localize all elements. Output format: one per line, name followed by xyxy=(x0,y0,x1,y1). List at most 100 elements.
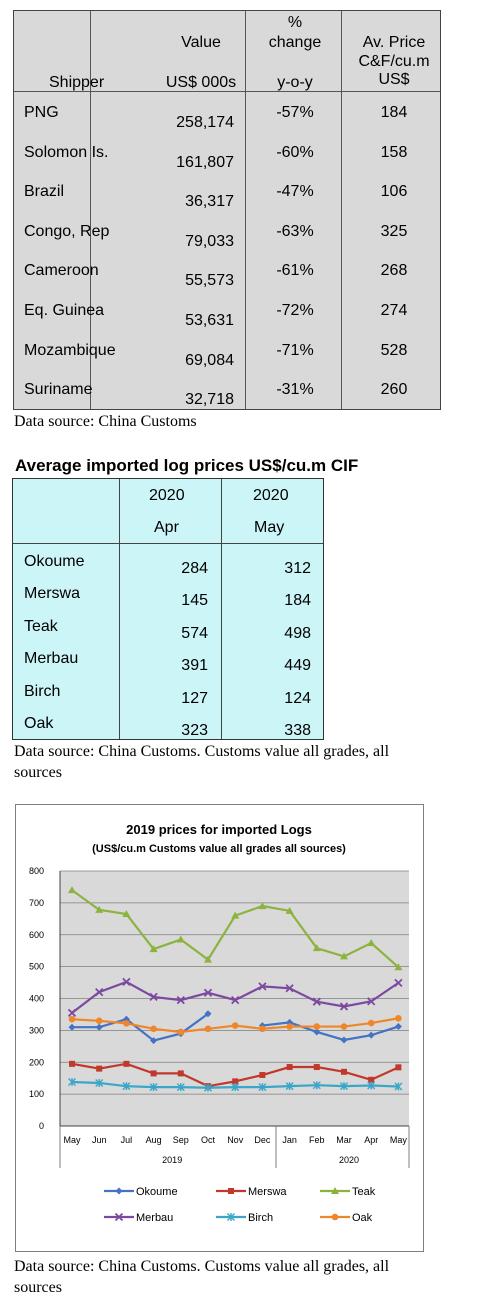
price-apr: 127 xyxy=(181,689,208,707)
x-tick-label: Sep xyxy=(173,1135,189,1145)
data-point-teak xyxy=(204,955,212,963)
data-point-oak xyxy=(95,1017,103,1025)
data-point-oak xyxy=(68,1015,76,1023)
x-tick-label: Nov xyxy=(227,1135,244,1145)
shipper-value: 55,573 xyxy=(185,272,234,290)
table2-title: Average imported log prices US$/cu.m CIF xyxy=(15,456,359,475)
chart-source: Data source: China Customs. Customs valu… xyxy=(14,1258,390,1275)
data-point-birch xyxy=(176,1083,185,1092)
shipper-change: -72% xyxy=(276,302,314,319)
data-point-merbau xyxy=(176,995,185,1005)
shipper-change: -61% xyxy=(276,262,314,280)
species-name: Okoume xyxy=(24,553,85,570)
table-divider xyxy=(14,91,440,92)
data-point-birch xyxy=(340,1082,348,1091)
price-may: 449 xyxy=(284,657,311,675)
data-point-merswa xyxy=(177,1070,184,1077)
data-point-teak xyxy=(68,886,76,894)
data-point-merswa xyxy=(286,1064,293,1071)
shipper-name: Brazil xyxy=(24,183,65,201)
data-point-merbau xyxy=(312,997,321,1006)
data-point-birch xyxy=(258,1083,267,1092)
chart-title: 2019 prices for imported Logs xyxy=(126,822,312,837)
data-point-merbau xyxy=(203,988,213,997)
y-tick-label: 200 xyxy=(29,1057,44,1067)
shipper-change: -71% xyxy=(276,341,314,359)
legend-marker-teak xyxy=(331,1187,339,1194)
x-tick-label: Feb xyxy=(309,1135,325,1145)
price-may: 338 xyxy=(284,722,311,739)
data-point-merswa xyxy=(69,1060,75,1067)
data-point-teak xyxy=(367,939,376,947)
shipper-value: 36,317 xyxy=(185,193,234,211)
shipper-price: 325 xyxy=(380,222,408,240)
legend-marker-okoume xyxy=(115,1187,123,1195)
species-name: Merswa xyxy=(24,585,81,603)
table-divider xyxy=(221,479,222,739)
header-shipper: Shipper xyxy=(49,74,105,91)
y-tick-label: 800 xyxy=(29,866,44,876)
data-point-oak xyxy=(123,1020,130,1027)
x-tick-label: Oct xyxy=(201,1135,216,1145)
price-apr: 284 xyxy=(181,560,208,577)
header-change-unit: y-o-y xyxy=(277,74,313,91)
legend-label-birch: Birch xyxy=(248,1212,273,1224)
legend-marker-merswa xyxy=(228,1188,234,1194)
data-point-merbau xyxy=(231,995,240,1005)
data-point-teak xyxy=(340,952,348,960)
table-divider xyxy=(90,11,91,409)
shipper-change: -31% xyxy=(276,381,314,399)
x-tick-label: Mar xyxy=(336,1135,352,1145)
y-tick-label: 300 xyxy=(29,1025,44,1035)
data-point-oak xyxy=(150,1025,157,1033)
col-may-year: 2020 xyxy=(253,487,289,504)
x-tick-label: Dec xyxy=(254,1135,271,1145)
shipper-price: 274 xyxy=(380,302,408,319)
legend-label-merbau: Merbau xyxy=(136,1212,173,1224)
shipper-name: Cameroon xyxy=(24,262,99,280)
data-point-okoume xyxy=(204,1010,212,1018)
shipper-change: -47% xyxy=(276,183,314,201)
y-tick-label: 400 xyxy=(29,994,44,1004)
header-price-unit: US$ xyxy=(378,71,410,88)
shipper-value: 79,033 xyxy=(185,232,234,250)
shipper-name: Solomon Is. xyxy=(24,143,109,161)
data-point-birch xyxy=(68,1078,76,1087)
x-tick-label: Aug xyxy=(146,1135,162,1145)
shipper-change: -60% xyxy=(276,143,314,161)
table-divider xyxy=(245,11,246,409)
shipper-name: Eq. Guinea xyxy=(24,302,105,319)
data-point-merbau xyxy=(367,997,376,1006)
data-point-birch xyxy=(122,1082,131,1091)
species-name: Merbau xyxy=(24,650,79,668)
x-tick-label: Jun xyxy=(92,1135,107,1145)
shipper-name: Suriname xyxy=(24,381,93,399)
data-point-okoume xyxy=(68,1023,76,1031)
chart-subtitle: (US$/cu.m Customs value all grades all s… xyxy=(92,843,346,855)
data-point-merswa xyxy=(96,1065,103,1072)
legend-label-oak: Oak xyxy=(352,1212,373,1224)
x-tick-label: May xyxy=(63,1135,81,1145)
data-point-oak xyxy=(286,1023,293,1030)
shipper-value: 258,174 xyxy=(176,114,234,131)
data-point-merswa xyxy=(368,1076,375,1083)
series-line-okoume xyxy=(72,1012,209,1042)
data-point-merbau xyxy=(339,1002,349,1011)
data-point-okoume xyxy=(394,1023,402,1031)
data-point-teak xyxy=(258,902,267,910)
data-point-oak xyxy=(259,1025,266,1033)
data-point-oak xyxy=(231,1022,239,1029)
header-price: C&F/cu.m xyxy=(358,53,430,70)
x-tick-label: Jan xyxy=(282,1135,297,1145)
shipper-price: 158 xyxy=(380,143,408,161)
data-point-birch xyxy=(312,1081,321,1090)
data-point-okoume xyxy=(95,1023,103,1031)
data-point-oak xyxy=(177,1028,185,1036)
price-apr: 145 xyxy=(181,592,208,610)
y-tick-label: 600 xyxy=(29,930,44,940)
col-apr-year: 2020 xyxy=(149,487,185,504)
data-point-merbau xyxy=(149,992,158,1002)
shipper-value: 69,084 xyxy=(185,351,234,369)
year-label: 2019 xyxy=(162,1155,182,1165)
shipper-price: 106 xyxy=(380,183,408,201)
